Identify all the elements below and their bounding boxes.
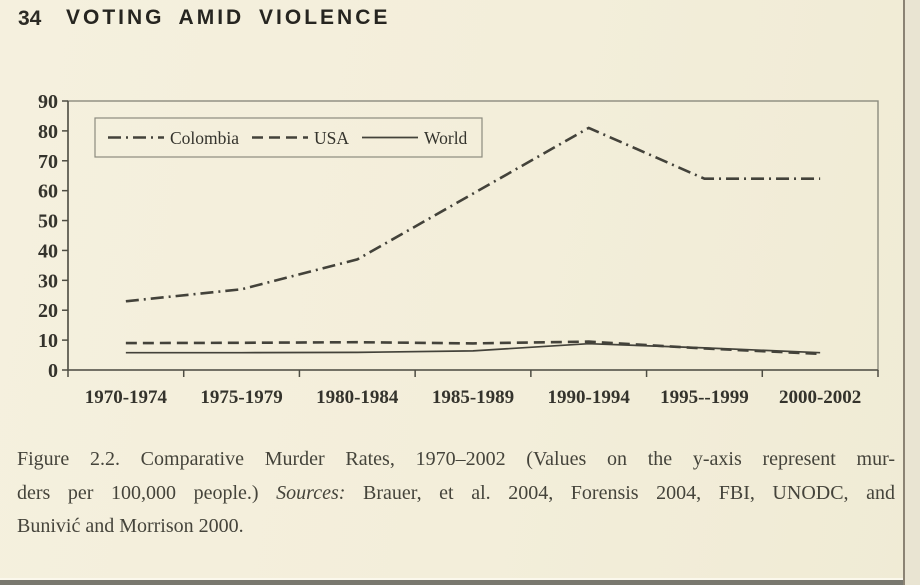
x-tick-label: 1970-1974 [85, 387, 168, 408]
y-tick-label: 50 [38, 211, 58, 233]
murder-rates-line-chart: 0 10 20 30 40 50 60 70 80 90 1970-1974 1975-1979 198… [38, 91, 879, 408]
y-tick-label: 90 [38, 91, 58, 113]
x-tick-label: 1985-1989 [432, 387, 514, 408]
scan-edge-right [903, 0, 920, 585]
y-tick-label: 40 [38, 240, 58, 262]
caption-line-2-post: Brauer, et al. 2004, Forensis 2004, FBI,… [345, 481, 895, 504]
series-line-world [125, 342, 821, 354]
running-head: VOTING AMID VIOLENCE [66, 6, 391, 29]
x-tick-label: 1975-1979 [200, 387, 282, 408]
y-tick-label: 10 [38, 330, 58, 352]
legend-label-world: World [424, 128, 468, 148]
x-tick-label: 1980-1984 [316, 387, 399, 408]
caption-line-3: Bunivić and Morrison 2000. [17, 515, 244, 537]
caption-line-2: ders per 100,000 people.) Sources: Braue… [17, 477, 895, 511]
legend-label-colombia: Colombia [170, 128, 239, 148]
page-number: 34 [18, 7, 42, 30]
x-tick-label: 2000-2002 [779, 387, 861, 408]
figure-caption: Figure 2.2. Comparative Murder Rates, 19… [17, 443, 895, 544]
caption-line-1: Figure 2.2. Comparative Murder Rates, 19… [17, 448, 895, 470]
series-line-colombia [125, 126, 821, 303]
scan-edge-highlight [0, 578, 920, 580]
x-tick-label: 1995--1999 [660, 387, 749, 408]
y-tick-label: 20 [38, 300, 58, 322]
y-tick-label: 0 [48, 360, 58, 382]
caption-sources-label: Sources: [276, 481, 346, 504]
y-tick-label: 60 [38, 181, 58, 203]
legend-label-usa: USA [314, 128, 349, 148]
y-tick-label: 70 [38, 151, 58, 173]
y-tick-label: 80 [38, 121, 58, 143]
x-tick-label: 1990-1994 [548, 387, 631, 408]
y-tick-label: 30 [38, 270, 58, 292]
legend-box [94, 117, 483, 158]
scan-edge-bottom [0, 580, 920, 585]
caption-line-2-pre: ders per 100,000 people.) [17, 481, 277, 504]
